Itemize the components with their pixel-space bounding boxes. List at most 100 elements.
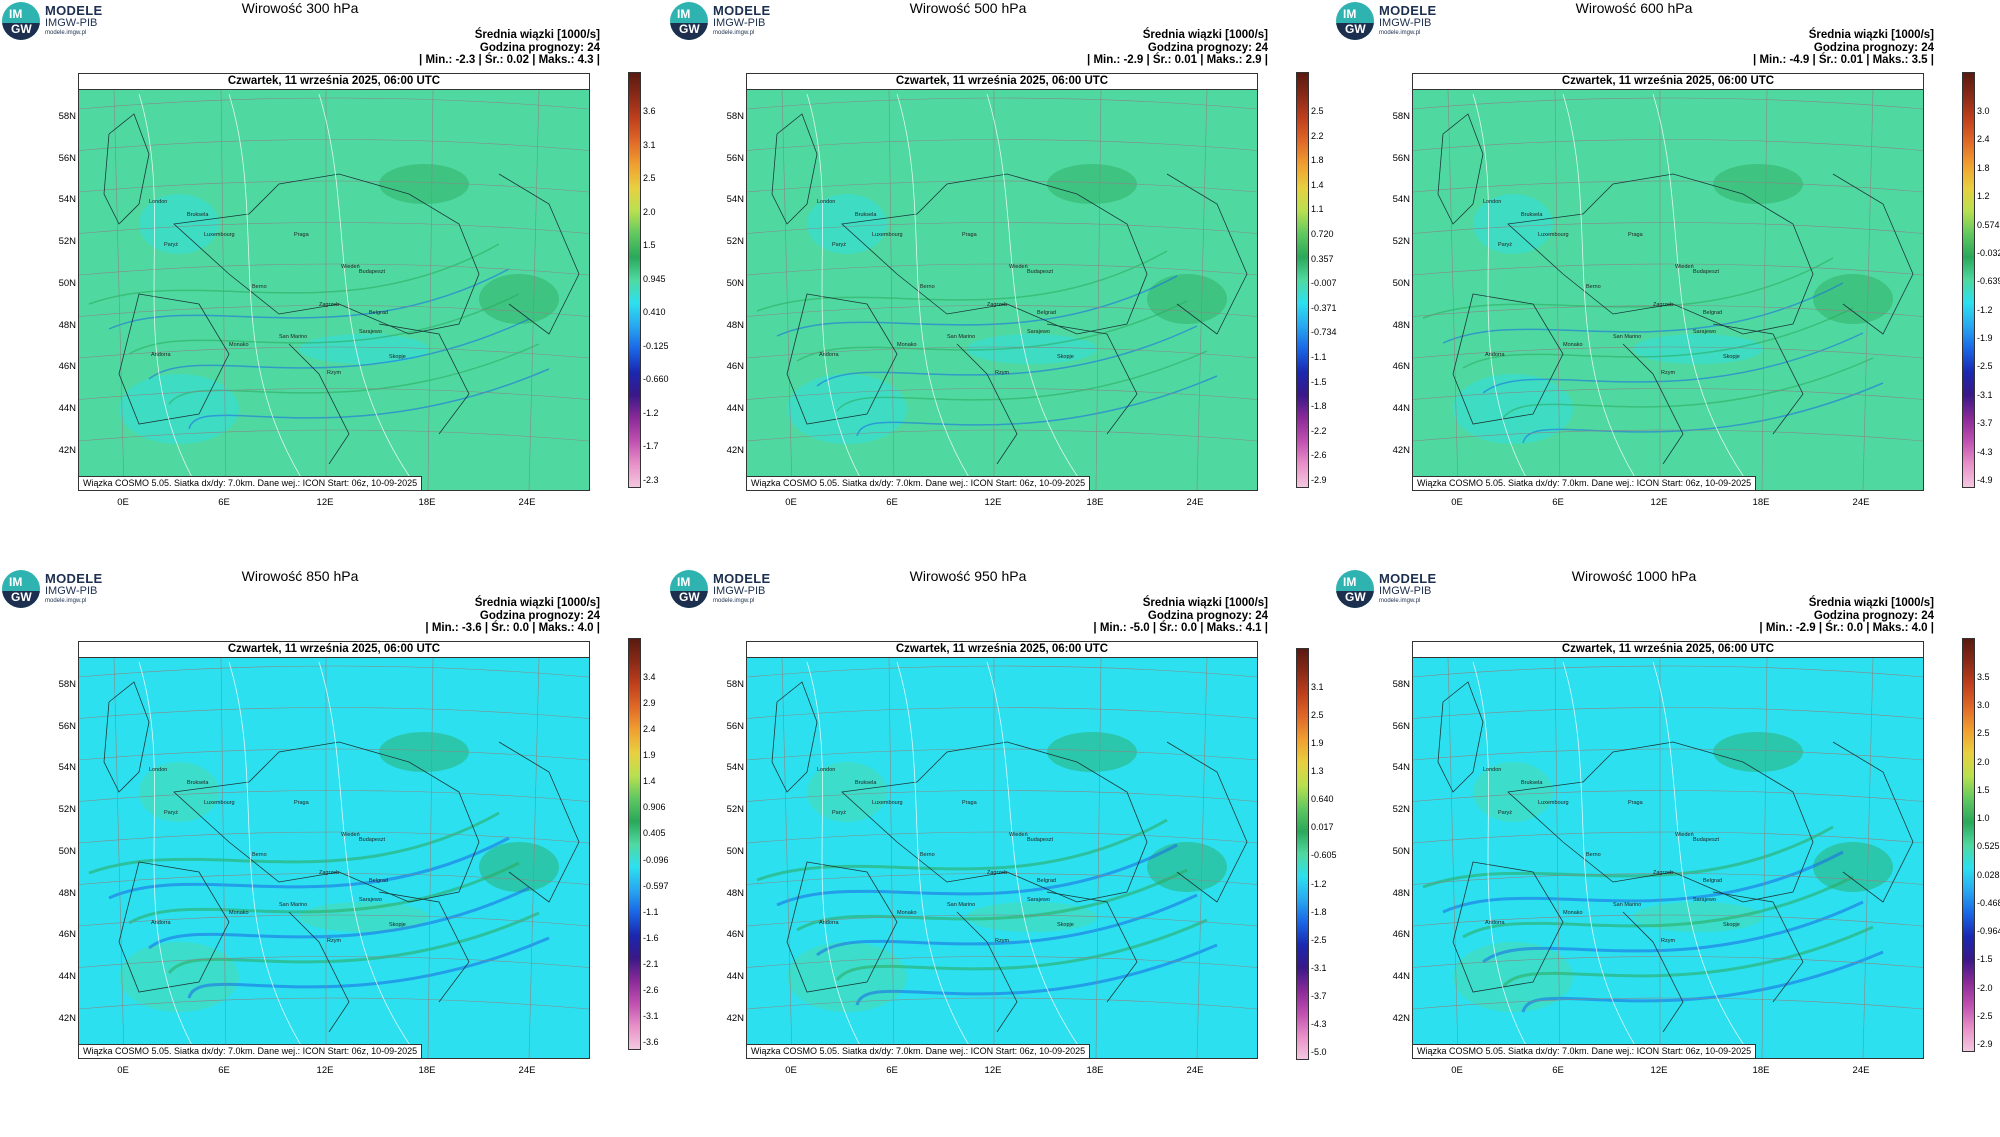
city-label: Luxembourg: [872, 232, 903, 238]
city-label: San Marino: [947, 902, 976, 908]
latitude-label: 56N: [1392, 152, 1410, 164]
country-border: [1437, 113, 1484, 225]
longitude-line: [1447, 657, 1459, 1058]
latitude-label: 56N: [1392, 720, 1410, 732]
latitude-label: 56N: [58, 720, 76, 732]
city-label: San Marino: [279, 902, 308, 908]
latitude-label: 54N: [726, 194, 744, 206]
latitude-label: 42N: [58, 1012, 76, 1024]
vorticity-patch: [1047, 164, 1137, 204]
panel-title: Wirowość 1000 hPa: [1571, 568, 1697, 584]
vorticity-patch: [1147, 842, 1227, 892]
map-panel: IM GW MODELE IMGW-PIB modele.imgw.pl Wirowość…: [1334, 0, 2000, 560]
latitude-line: [1413, 97, 1923, 110]
longitude-label: 18E: [1086, 497, 1104, 508]
colorbar-tick-label: 2.9: [643, 698, 656, 709]
colorbar: [628, 72, 641, 488]
vorticity-patch: [1473, 762, 1553, 822]
colorbar-tick-label: -0.371: [1311, 302, 1337, 313]
latitude-label: 52N: [726, 804, 744, 816]
vorticity-streak: [776, 275, 1178, 337]
colorbar-tick-label: 1.8: [1977, 162, 1990, 173]
latitude-label: 50N: [726, 845, 744, 857]
city-label: Monako: [229, 910, 249, 916]
imgw-logo-icon: IM GW: [670, 2, 708, 40]
colorbar-tick-label: -1.2: [643, 407, 659, 418]
colorbar-tick-label: -1.7: [643, 441, 659, 452]
city-label: Monako: [897, 910, 917, 916]
date-banner: Czwartek, 11 września 2025, 06:00 UTC: [747, 642, 1257, 658]
city-label: Luxembourg: [1538, 232, 1569, 238]
city-label: Andorra: [151, 920, 171, 926]
city-label: San Marino: [1613, 902, 1642, 908]
longitude-label: 12E: [1650, 497, 1668, 508]
latitude-label: 48N: [1392, 887, 1410, 899]
longitude-line: [1862, 657, 1874, 1058]
info-forecast-hour: Godzina prognozy: 24: [479, 41, 600, 54]
colorbar-tick-label: -1.8: [1311, 906, 1327, 917]
colorbar-tick-label: -2.5: [1311, 934, 1327, 945]
latitude-label: 52N: [58, 236, 76, 248]
latitude-label: 42N: [1392, 444, 1410, 456]
latitude-line: [1413, 665, 1923, 678]
longitude-line: [220, 657, 227, 1058]
colorbar-tick-label: 0.945: [643, 273, 666, 284]
latitude-label: 44N: [58, 970, 76, 982]
latitude-label: 54N: [58, 762, 76, 774]
imgw-logo-icon: IM GW: [2, 570, 40, 608]
colorbar-tick-label: -0.639: [1977, 276, 2000, 287]
city-label: Andorra: [819, 920, 839, 926]
city-label: Paryż: [1498, 242, 1513, 248]
latitude-label: 50N: [726, 277, 744, 289]
colorbar-tick-label: -2.1: [643, 958, 659, 969]
colorbar-tick-label: -2.2: [1311, 425, 1327, 436]
vorticity-patch: [1633, 902, 1763, 932]
logo-text: modele.imgw.pl: [713, 598, 755, 604]
colorbar-tick-label: -0.007: [1311, 278, 1337, 289]
latitude-label: 52N: [1392, 804, 1410, 816]
latitude-line: [1413, 180, 1923, 193]
city-label: Berno: [920, 284, 935, 290]
longitude-label: 24E: [518, 1065, 536, 1076]
city-label: Belgrad: [369, 310, 388, 316]
city-label: Sarajewo: [1027, 329, 1050, 335]
longitude-line: [1196, 657, 1208, 1058]
country-border: [118, 861, 230, 993]
imgw-logo: IM GW MODELE IMGW-PIB modele.imgw.pl: [1336, 2, 1456, 42]
country-border: [1452, 861, 1564, 993]
vorticity-map: London Bruksela Luxembourg Paryż Praga Wiedeń…: [746, 73, 1258, 491]
colorbar-tick-label: -2.9: [1977, 1039, 1993, 1049]
latitude-line: [79, 388, 589, 400]
date-banner: Czwartek, 11 września 2025, 06:00 UTC: [79, 74, 589, 90]
city-label: Skopje: [1057, 354, 1074, 360]
vorticity-patch: [1633, 334, 1763, 364]
longitude-line: [781, 657, 793, 1058]
city-label: London: [149, 199, 168, 205]
colorbar-tick-label: -3.1: [1311, 962, 1327, 973]
vorticity-map: London Bruksela Luxembourg Paryż Praga Wiedeń…: [1412, 73, 1924, 491]
colorbar-tick-label: 0.017: [1311, 822, 1334, 833]
vorticity-streak: [1501, 925, 1874, 988]
geopotential-contour: [1562, 93, 1644, 490]
colorbar-tick-label: 2.5: [1311, 106, 1324, 116]
latitude-label: 48N: [58, 887, 76, 899]
latitude-line: [79, 831, 589, 844]
latitude-label: 54N: [58, 194, 76, 206]
vorticity-patch: [299, 334, 429, 364]
city-label: San Marino: [947, 334, 976, 340]
info-mean-label: Średnia wiązki [1000/s]: [1808, 597, 1934, 609]
forecast-info: Średnia wiązki [1000/s] Godzina prognozy:…: [1093, 597, 1268, 635]
city-label: Belgrad: [1037, 310, 1056, 316]
latitude-line: [1413, 429, 1923, 442]
vorticity-patch: [1713, 164, 1803, 204]
country-border: [1622, 911, 1684, 1033]
latitude-label: 58N: [726, 679, 744, 690]
colorbar-tick-label: -2.9: [1311, 475, 1327, 485]
city-label: Monako: [897, 342, 917, 348]
date-banner: Czwartek, 11 września 2025, 06:00 UTC: [747, 74, 1257, 90]
latitude-line: [1413, 707, 1923, 719]
logo-text: IMGW-PIB: [1379, 585, 1432, 597]
colorbar-tick-label: -0.597: [643, 880, 669, 891]
city-label: Paryż: [164, 242, 179, 248]
colorbar-tick-label: -2.6: [643, 984, 659, 995]
